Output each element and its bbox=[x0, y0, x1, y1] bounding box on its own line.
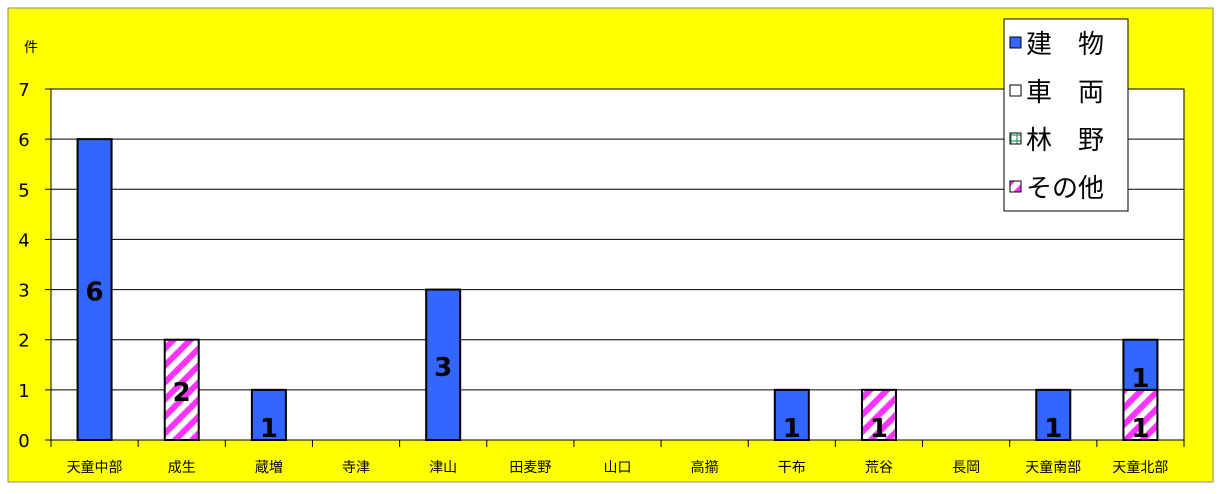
x-tick-label: 蔵増 bbox=[255, 460, 283, 476]
bar-other bbox=[163, 338, 200, 442]
data-label: 1 bbox=[783, 414, 801, 444]
labels-layer: 6 天童中部 2 成生 1 蔵増 寺津 3 津山 田麦野 山口 高擶 1 干布 1 荒谷 長岡 1 天童南部 1 1 天童… bbox=[67, 278, 1169, 476]
legend-box bbox=[1003, 18, 1129, 212]
y-tick-label: 0 bbox=[18, 431, 29, 452]
y-tick-label: 1 bbox=[18, 381, 29, 402]
legend-swatch-building bbox=[1009, 36, 1022, 49]
bar-building bbox=[773, 388, 810, 442]
bars-layer bbox=[76, 138, 1159, 442]
legend-label-building: 建 物 bbox=[1026, 30, 1104, 60]
bar-other bbox=[1122, 388, 1159, 442]
bar-building bbox=[425, 288, 462, 442]
y-tick-label: 7 bbox=[18, 80, 29, 101]
bar-building bbox=[1122, 338, 1159, 391]
x-tick-label: 山口 bbox=[604, 460, 632, 476]
data-label: 2 bbox=[173, 378, 191, 408]
y-tick-label: 5 bbox=[18, 180, 29, 201]
grid-layer: 0 1 2 3 4 5 6 7 bbox=[18, 80, 1185, 452]
bar-other bbox=[860, 388, 897, 442]
x-tick-label: 荒谷 bbox=[865, 460, 893, 476]
x-tick-label: 天童中部 bbox=[67, 459, 123, 476]
y-tick-label: 2 bbox=[18, 331, 29, 352]
data-label: 1 bbox=[1044, 414, 1062, 444]
data-label: 1 bbox=[260, 414, 278, 444]
y-tick-label: 6 bbox=[18, 130, 29, 151]
data-label: 6 bbox=[86, 278, 104, 308]
x-tick-label: 天童南部 bbox=[1025, 459, 1081, 476]
y-tick-label: 4 bbox=[18, 230, 29, 251]
x-tick-label: 天童北部 bbox=[1112, 459, 1168, 476]
x-tick-label: 寺津 bbox=[342, 460, 370, 476]
y-tick-label: 3 bbox=[18, 281, 29, 302]
data-label: 1 bbox=[1131, 414, 1149, 444]
x-tick-label: 高擶 bbox=[691, 459, 719, 476]
x-tick-label: 成生 bbox=[168, 460, 196, 476]
legend-swatch-forest bbox=[1009, 132, 1022, 145]
x-tick-label: 津山 bbox=[429, 460, 457, 476]
data-label: 1 bbox=[1131, 364, 1149, 394]
legend-label-vehicle: 車 両 bbox=[1026, 78, 1104, 108]
legend-label-other: その他 bbox=[1026, 174, 1104, 204]
data-label: 1 bbox=[870, 414, 888, 444]
legend-swatch-vehicle bbox=[1009, 84, 1022, 97]
bar-building bbox=[1035, 388, 1072, 442]
bar-building bbox=[76, 138, 113, 441]
data-label: 3 bbox=[434, 353, 452, 383]
x-tick-label: 干布 bbox=[778, 460, 806, 476]
y-unit-label: 件 bbox=[24, 40, 38, 56]
plot-area bbox=[50, 88, 1185, 441]
x-tick-label: 田麦野 bbox=[509, 460, 551, 476]
bar-building bbox=[250, 388, 287, 442]
legend-label-forest: 林 野 bbox=[1026, 126, 1104, 156]
legend-swatch-other bbox=[1009, 180, 1022, 193]
x-tick-label: 長岡 bbox=[952, 460, 980, 476]
